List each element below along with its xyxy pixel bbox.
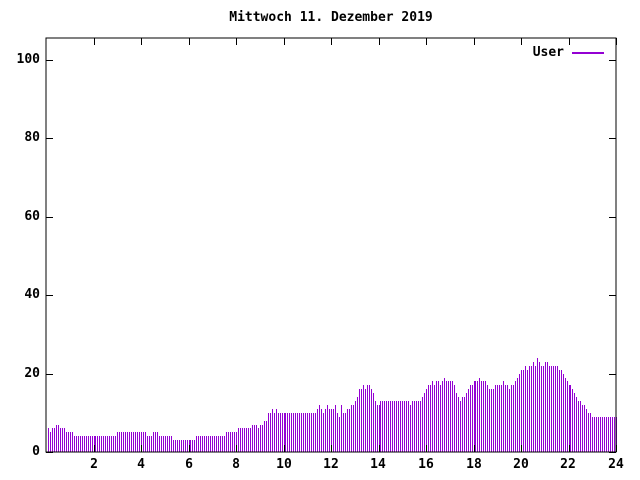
legend-label-user: User <box>532 45 564 60</box>
x-tick-label-16: 16 <box>418 457 434 472</box>
legend-line-sample <box>572 52 604 54</box>
y-tick-label-80: 80 <box>24 130 40 145</box>
y-tick-label-100: 100 <box>16 52 40 67</box>
y-tick-label-20: 20 <box>24 366 40 381</box>
chart-title: Mittwoch 11. Dezember 2019 <box>229 10 433 25</box>
x-tick-label-4: 4 <box>137 457 145 472</box>
x-tick-label-20: 20 <box>513 457 529 472</box>
x-tick-label-2: 2 <box>90 457 98 472</box>
y-tick-label-40: 40 <box>24 287 40 302</box>
x-tick-label-12: 12 <box>323 457 339 472</box>
x-tick-label-24: 24 <box>608 457 624 472</box>
legend: User <box>533 45 604 61</box>
x-tick-label-6: 6 <box>185 457 193 472</box>
y-tick-label-0: 0 <box>32 444 40 459</box>
x-tick-label-10: 10 <box>276 457 292 472</box>
x-tick-label-22: 22 <box>560 457 576 472</box>
x-tick-label-18: 18 <box>466 457 482 472</box>
y-tick-label-60: 60 <box>24 209 40 224</box>
x-tick-label-14: 14 <box>370 457 386 472</box>
x-tick-label-8: 8 <box>232 457 240 472</box>
